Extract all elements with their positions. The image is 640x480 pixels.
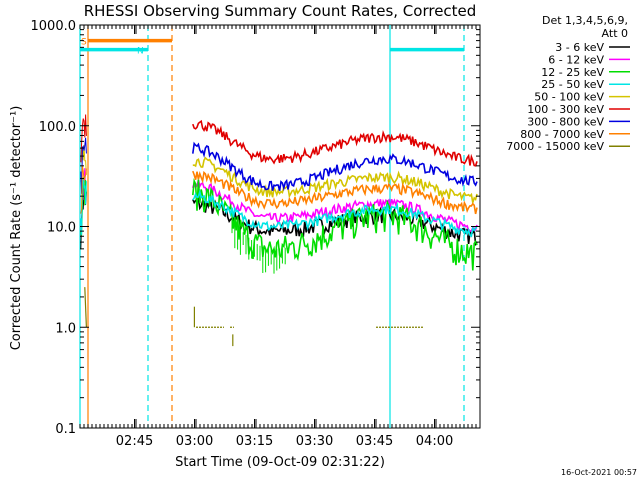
y-tick-label: 10.0 [47,221,76,236]
axes: 1000.0 100.0 10.0 1.0 0.1 02:45 03:00 03:15 03:3… [31,19,481,449]
legend-label: 300 - 800 keV [527,115,604,128]
legend-label: 3 - 6 keV [555,41,604,54]
series-100-300-kev [80,114,478,167]
y-axis-label: Corrected Count Rate (s⁻¹ detector⁻¹) [9,106,24,351]
x-tick-label: 02:45 [116,434,153,449]
series-line [192,178,478,271]
legend-label: 6 - 12 keV [548,53,604,66]
x-tick-label: 03:00 [176,434,213,449]
legend-label: 100 - 300 keV [527,103,604,116]
series-line [192,141,478,192]
legend-label: 800 - 7000 keV [520,128,604,141]
series-line [192,156,478,203]
legend-label: 50 - 100 keV [534,91,604,104]
x-tick-label: 03:30 [296,434,333,449]
legend-label: 25 - 50 keV [541,78,604,91]
series-25-50-kev [80,176,478,238]
legend-label: 12 - 25 keV [541,66,604,79]
y-tick-label: 1.0 [55,321,76,336]
series-line [192,170,478,215]
x-tick-label: 04:00 [416,434,453,449]
timestamp: 16-Oct-2021 00:57 [561,468,637,477]
series-line [84,287,87,328]
flag-label: N [137,47,144,57]
legend-header: Det 1,3,4,5,6,9, [542,14,628,27]
series-line [192,188,478,238]
series-line [192,179,478,232]
x-axis-label: Start Time (09-Oct-09 02:31:22) [175,455,385,470]
x-tick-label: 03:15 [236,434,273,449]
series-line [192,119,478,167]
y-tick-label: 1000.0 [31,19,77,34]
series-line [80,114,87,163]
y-tick-label: 100.0 [39,120,76,135]
series-line [80,176,87,235]
series-800-7000-kev [80,165,478,215]
series-layer [80,114,478,347]
marker-layer: SN [79,25,465,428]
chart-title: RHESSI Observing Summary Count Rates, Co… [84,2,477,20]
x-tick-label: 03:45 [356,434,393,449]
legend-label: 7000 - 15000 keV [506,140,604,153]
y-tick-label: 0.1 [55,422,76,437]
series-7000-15000-kev [84,287,424,347]
legend-header: Att 0 [602,27,628,40]
flag-label: S [81,38,87,48]
series-line [80,165,87,214]
